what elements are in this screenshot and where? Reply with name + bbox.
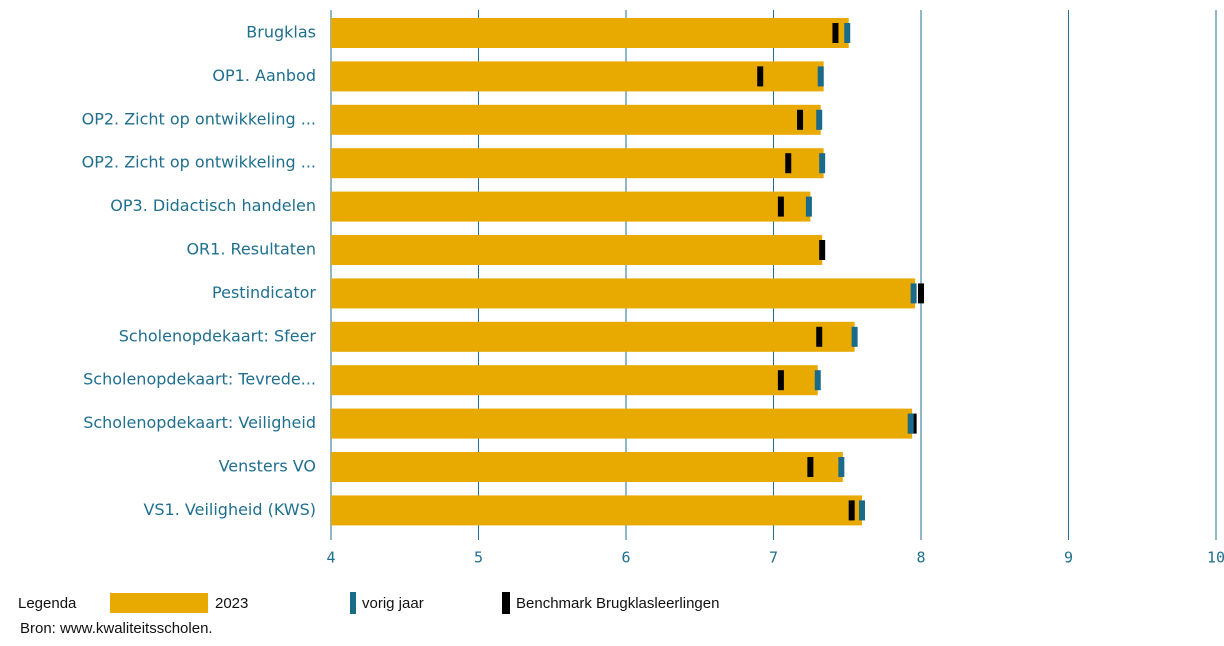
marker [814,370,821,391]
marker [859,500,865,521]
legend-label: 2023 [215,595,248,612]
legend-swatch [350,592,356,614]
bar [331,235,823,265]
category-label: OR1. Resultaten [186,240,316,259]
marker [838,457,845,477]
category-label: VS1. Veiligheid (KWS) [143,500,316,519]
category-label: OP1. Aanbod [212,66,316,85]
bar [331,452,843,482]
legend-label: vorig jaar [362,595,424,612]
x-tick-label: 9 [1064,549,1073,567]
category-label: OP2. Zicht op ontwikkeling ... [82,109,316,128]
marker [832,23,839,43]
bar [331,278,916,309]
marker [819,240,826,260]
marker [844,23,851,43]
legend-title: Legenda [18,595,77,612]
marker [757,66,764,87]
x-tick-label: 6 [621,549,630,567]
marker [848,500,855,521]
bar [331,148,824,179]
category-label: Pestindicator [212,283,316,302]
category-label: Scholenopdekaart: Sfeer [119,326,317,345]
legend-label: Benchmark Brugklasleerlingen [516,595,719,612]
category-label: OP3. Didactisch handelen [110,196,316,215]
marker [819,153,826,174]
legend-swatch [110,593,208,613]
marker [918,283,924,304]
bar [331,104,821,135]
category-label: Brugklas [246,23,316,42]
marker [816,326,823,347]
bar [331,191,811,222]
bar [331,495,862,526]
x-tick-label: 8 [916,549,925,567]
category-label: OP2. Zicht op ontwikkeling ... [82,153,316,172]
category-label: Scholenopdekaart: Tevrede... [83,370,316,389]
marker [910,283,917,304]
legend-swatch [502,592,510,614]
marker [805,196,812,217]
marker [851,326,858,347]
marker [777,196,784,217]
x-tick-label: 4 [326,549,335,567]
bar [331,18,849,48]
marker [807,457,814,477]
x-tick-label: 7 [769,549,778,567]
marker [785,153,792,174]
category-label: Vensters VO [219,457,316,476]
category-label: Scholenopdekaart: Veiligheid [83,413,316,432]
source: Bron: www.kwaliteitsscholen. [20,620,213,637]
marker [777,370,784,391]
x-tick-label: 5 [474,549,483,567]
marker [817,66,824,87]
marker [907,413,914,434]
bar [331,61,824,92]
marker [797,109,804,130]
marker [816,109,823,130]
x-tick-label: 10 [1207,549,1224,567]
bar [331,321,855,352]
bar [331,408,913,439]
bar [331,365,818,396]
